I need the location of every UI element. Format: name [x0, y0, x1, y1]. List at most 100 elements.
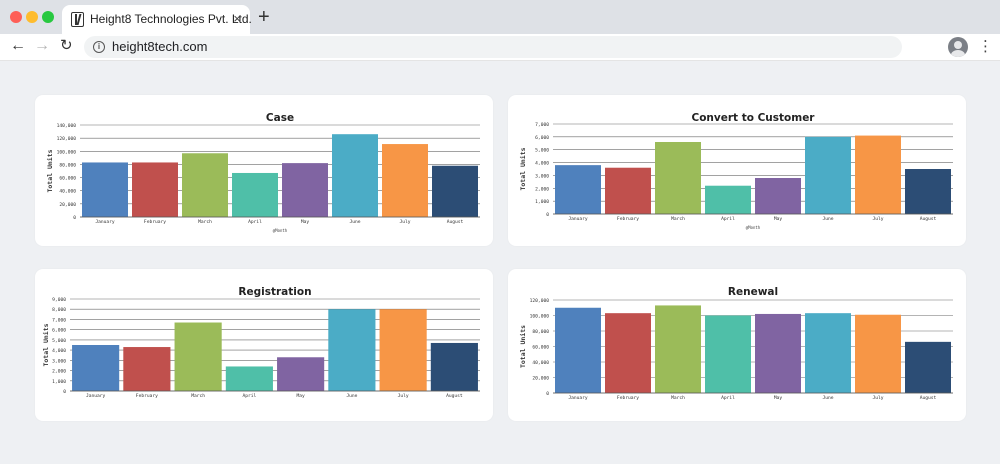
x-tick-label: February — [617, 395, 639, 401]
y-tick-label: 40,000 — [59, 189, 76, 195]
bar-august — [430, 342, 478, 391]
back-arrow-icon[interactable]: ← — [10, 37, 26, 54]
x-tick-label: July — [399, 219, 410, 225]
browser-tab[interactable]: Height8 Technologies Pvt. Ltd. × — [62, 5, 252, 34]
y-tick-label: 60,000 — [59, 176, 76, 182]
forward-arrow-icon[interactable]: → — [34, 37, 50, 54]
chart-card-registration: Registration 0 1,000 2,000 3,000 4,000 5,000 6,… — [35, 269, 493, 421]
x-tick-label: March — [198, 219, 212, 225]
bar-may — [755, 313, 801, 393]
x-tick-label: May — [774, 216, 783, 222]
bar-july — [855, 135, 901, 214]
y-tick-label: 20,000 — [532, 376, 549, 382]
y-tick-label: 2,000 — [52, 369, 66, 375]
chart-title: Convert to Customer — [691, 112, 815, 124]
x-tick-label: January — [95, 219, 115, 225]
x-tick-label: February — [136, 393, 158, 399]
x-tick-label: April — [248, 219, 262, 225]
bar-may — [755, 178, 801, 214]
x-tick-label: March — [671, 395, 685, 401]
x-axis-label: @Month — [746, 225, 761, 230]
x-tick-label: March — [191, 393, 205, 399]
bar-june — [805, 313, 851, 393]
window-zoom-button[interactable] — [42, 11, 54, 23]
y-tick-label: 0 — [546, 391, 549, 397]
chart-title: Registration — [238, 286, 311, 298]
y-tick-label: 3,000 — [52, 358, 66, 364]
bar-february — [605, 313, 651, 393]
x-tick-label: June — [822, 216, 833, 222]
chart-renewal: Renewal 0 20,000 40,000 60,000 80,000 100,000 1… — [519, 286, 953, 401]
y-tick-label: 0 — [546, 212, 549, 218]
y-tick-label: 7,000 — [535, 122, 549, 128]
chart-title: Case — [266, 112, 294, 124]
bar-august — [905, 341, 951, 393]
x-tick-label: July — [872, 395, 883, 401]
window-minimize-button[interactable] — [26, 11, 38, 23]
y-tick-label: 1,000 — [535, 199, 549, 205]
profile-avatar-icon[interactable] — [948, 37, 968, 57]
browser-tab-bar: Height8 Technologies Pvt. Ltd. × + — [0, 0, 1000, 34]
bar-july — [382, 144, 428, 217]
bar-april — [705, 185, 751, 214]
bar-july — [855, 314, 901, 393]
y-tick-label: 3,000 — [535, 173, 549, 179]
x-tick-label: June — [346, 393, 357, 399]
x-tick-label: March — [671, 216, 685, 222]
bar-march — [655, 305, 701, 393]
y-tick-label: 1,000 — [52, 379, 66, 385]
browser-toolbar: ← → ↻ i height8tech.com ⋮ — [0, 34, 1000, 61]
y-tick-label: 4,000 — [535, 161, 549, 167]
y-tick-label: 80,000 — [59, 162, 76, 168]
chart-convert-to-customer: Convert to Customer 0 1,000 2,000 3,000 4,000… — [519, 112, 953, 230]
y-tick-label: 4,000 — [52, 348, 66, 354]
bar-july — [379, 309, 427, 391]
reload-icon[interactable]: ↻ — [60, 37, 73, 54]
bar-february — [123, 347, 171, 391]
bar-may — [282, 163, 328, 217]
browser-menu-icon[interactable]: ⋮ — [978, 38, 993, 55]
tab-close-icon[interactable]: × — [233, 11, 241, 26]
bar-january — [555, 165, 601, 214]
y-tick-label: 7,000 — [52, 317, 66, 323]
bar-march — [655, 142, 701, 214]
bar-april — [232, 172, 278, 217]
y-tick-label: 0 — [63, 389, 66, 395]
address-bar[interactable]: i height8tech.com — [84, 36, 902, 58]
x-tick-label: July — [398, 393, 409, 399]
bar-april — [705, 315, 751, 393]
y-tick-label: 20,000 — [59, 202, 76, 208]
chart-card-case: Case 0 20,000 40,000 60,000 80,000 100,000 120,… — [35, 95, 493, 246]
y-tick-label: 5,000 — [52, 338, 66, 344]
x-tick-label: June — [822, 395, 833, 401]
x-tick-label: January — [568, 216, 588, 222]
bar-january — [555, 307, 601, 393]
x-tick-label: May — [301, 219, 310, 225]
bar-january — [72, 345, 120, 391]
chart-title: Renewal — [728, 286, 778, 298]
x-tick-label: April — [721, 395, 735, 401]
x-tick-label: August — [446, 393, 463, 399]
x-tick-label: August — [920, 395, 937, 401]
y-axis-label: Total Units — [519, 325, 527, 368]
new-tab-button[interactable]: + — [258, 6, 270, 28]
bar-may — [277, 357, 325, 391]
y-tick-label: 8,000 — [52, 307, 66, 313]
x-tick-label: January — [568, 395, 588, 401]
x-tick-label: May — [774, 395, 783, 401]
y-tick-label: 80,000 — [532, 329, 549, 335]
y-tick-label: 9,000 — [52, 297, 66, 303]
x-tick-label: February — [144, 219, 166, 225]
y-tick-label: 120,000 — [530, 298, 550, 304]
favicon-icon — [71, 12, 84, 27]
y-tick-label: 0 — [73, 215, 76, 221]
x-tick-label: April — [721, 216, 735, 222]
x-tick-label: August — [920, 216, 937, 222]
x-axis-label: @Month — [273, 228, 288, 233]
info-icon[interactable]: i — [93, 41, 105, 53]
bar-june — [332, 134, 378, 217]
url-text[interactable]: height8tech.com — [112, 39, 208, 54]
window-close-button[interactable] — [10, 11, 22, 23]
y-tick-label: 140,000 — [57, 123, 77, 129]
y-axis-label: Total Units — [519, 147, 527, 190]
